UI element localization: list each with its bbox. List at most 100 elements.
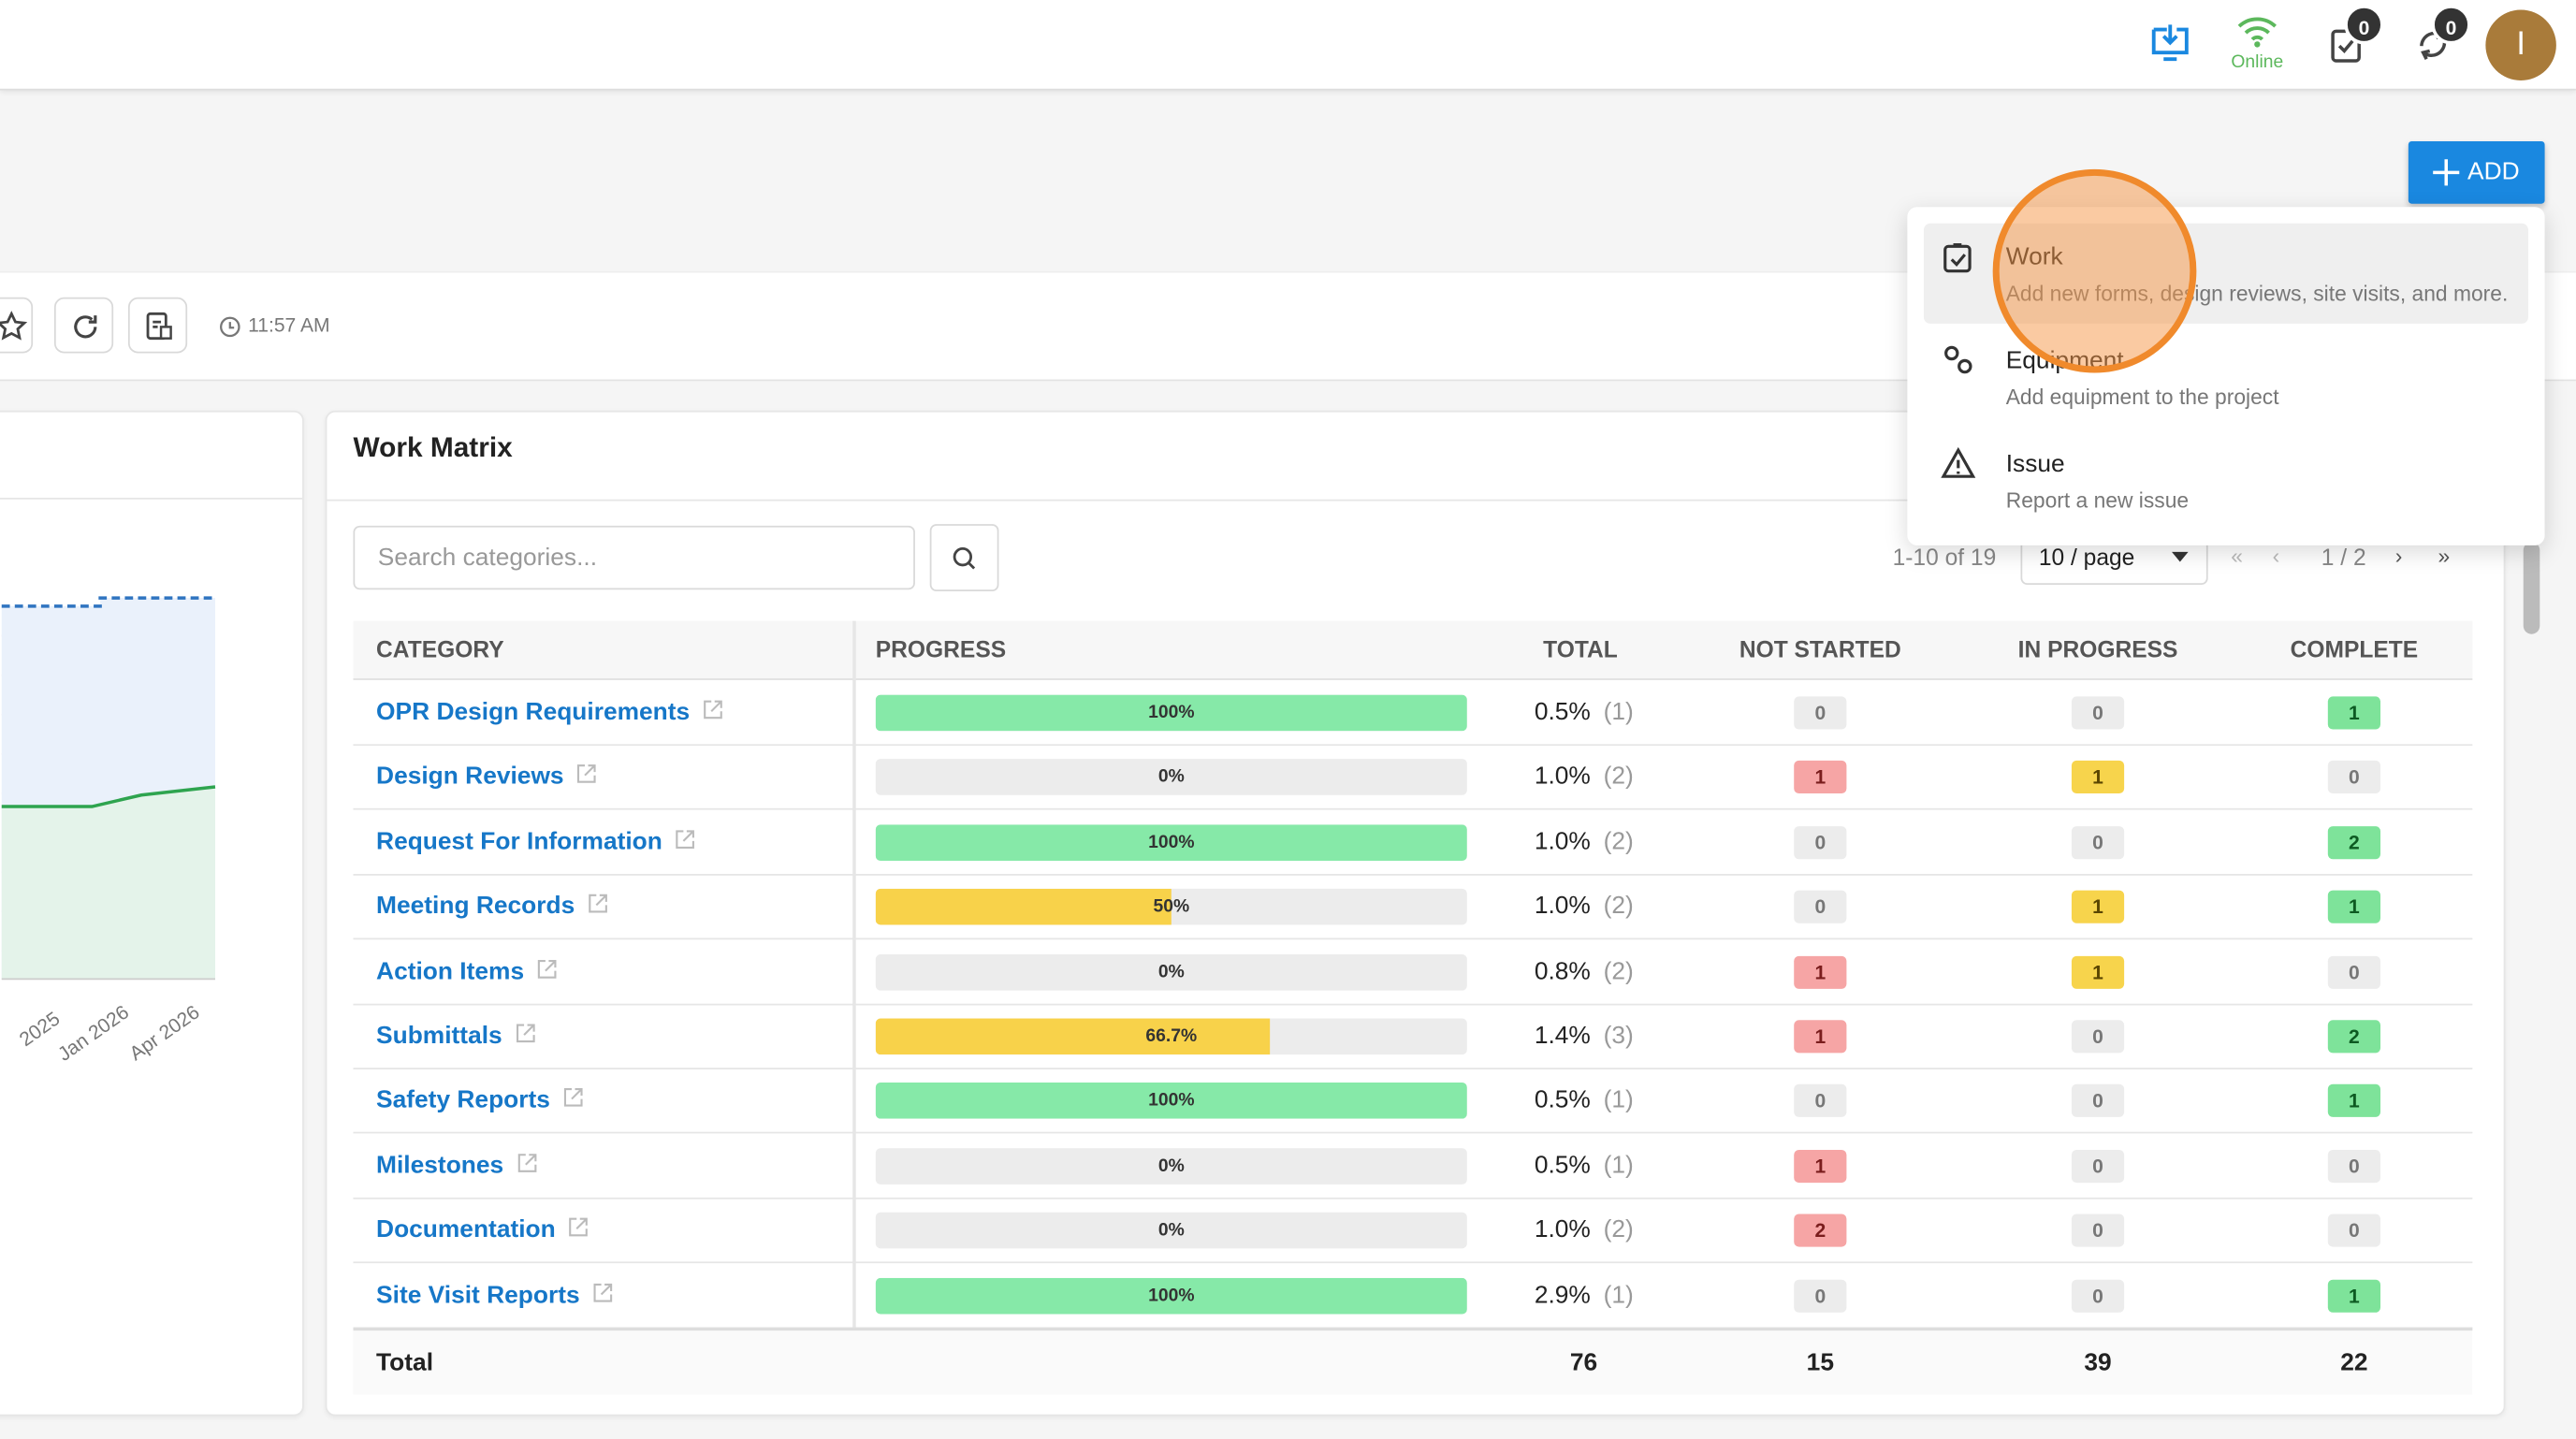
time-text: 11:57 AM: [248, 313, 330, 337]
progress-track: 50%: [875, 889, 1467, 925]
category-link[interactable]: Meeting Records: [376, 874, 609, 938]
refresh-icon: [74, 315, 97, 339]
total-percent: 1.4%: [1534, 1022, 1591, 1050]
external-link-icon[interactable]: [674, 828, 697, 851]
total-count: (2): [1603, 1215, 1634, 1244]
table-row: Action Items 0% 0.8% (2) 1 1 0: [353, 939, 2473, 1005]
progress-label: 0%: [1157, 767, 1185, 788]
count-badge: 1: [2327, 696, 2381, 730]
external-link-icon[interactable]: [515, 1151, 538, 1174]
column-header: COMPLETE: [2290, 635, 2419, 662]
count-badge: 0: [2071, 1020, 2125, 1054]
progress-label: 50%: [1153, 896, 1190, 918]
pager-next[interactable]: › »: [2394, 544, 2451, 569]
count-badge: 0: [2327, 955, 2381, 989]
total-count: (1): [1603, 698, 1634, 727]
actual-area: [1, 786, 215, 980]
menu-item-issue[interactable]: Issue Report a new issue: [1924, 430, 2528, 531]
add-button[interactable]: ADD: [2408, 140, 2545, 204]
count-badge: 0: [2071, 696, 2125, 730]
planned-line: [1, 596, 215, 608]
column-header: CATEGORY: [376, 635, 504, 662]
wifi-icon: [2237, 17, 2277, 48]
progress-label: 100%: [1148, 832, 1195, 852]
category-link[interactable]: Safety Reports: [376, 1068, 585, 1132]
category-link[interactable]: Request For Information: [376, 809, 697, 873]
count-badge: 0: [2327, 761, 2381, 794]
report-button[interactable]: [127, 297, 188, 354]
menu-title: Issue: [2005, 450, 2065, 478]
external-link-icon[interactable]: [561, 1086, 585, 1110]
table-row: Design Reviews 0% 1.0% (2) 1 1 0: [353, 745, 2473, 811]
category-link[interactable]: Submittals: [376, 1004, 537, 1068]
left-chart-card: 2025 Jan 2026 Apr 2026: [0, 410, 304, 1417]
caret: [2172, 551, 2189, 562]
pager-first[interactable]: « ‹: [2231, 544, 2280, 569]
total-percent: 0.8%: [1534, 956, 1591, 985]
category-link[interactable]: Design Reviews: [376, 745, 598, 808]
favorite-button[interactable]: [0, 297, 34, 354]
column-divider: [852, 620, 856, 1393]
external-link-icon[interactable]: [535, 957, 559, 981]
count-badge: 1: [2071, 955, 2125, 989]
progress-track: 66.7%: [875, 1018, 1467, 1055]
external-link-icon[interactable]: [587, 893, 610, 916]
count-badge: 1: [2327, 1084, 2381, 1118]
count-badge: 1: [2327, 890, 2381, 924]
external-link-icon[interactable]: [567, 1216, 590, 1240]
search-button[interactable]: [929, 524, 999, 592]
menu-item-equipment[interactable]: Equipment Add equipment to the project: [1924, 327, 2528, 427]
count-badge: 2: [2327, 825, 2381, 859]
plus-icon: [2433, 159, 2460, 186]
table-row: Safety Reports 100% 0.5% (1) 0 0 1: [353, 1068, 2473, 1135]
report-icon: [146, 312, 172, 341]
category-link[interactable]: OPR Design Requirements: [376, 680, 724, 744]
category-link[interactable]: Site Visit Reports: [376, 1262, 614, 1326]
external-link-icon[interactable]: [575, 763, 599, 786]
count-badge: 0: [2327, 1214, 2381, 1247]
table-row: Site Visit Reports 100% 2.9% (1) 0 0 1: [353, 1262, 2473, 1329]
total-percent: 2.9%: [1534, 1280, 1591, 1309]
count-badge: 1: [1794, 761, 1847, 794]
avatar[interactable]: I: [2485, 9, 2556, 81]
scrollbar[interactable]: [2523, 542, 2540, 634]
category-link[interactable]: Documentation: [376, 1198, 590, 1261]
external-link-icon[interactable]: [514, 1022, 537, 1045]
sync-badge: 0: [2431, 5, 2471, 45]
category-link[interactable]: Milestones: [376, 1133, 538, 1197]
progress-track: 100%: [875, 1083, 1467, 1120]
count-badge: 0: [2071, 1214, 2125, 1247]
progress-fill: [875, 1018, 1271, 1055]
progress-track: 100%: [875, 1277, 1467, 1314]
total-count: (2): [1603, 763, 1634, 792]
count-badge: 2: [2327, 1020, 2381, 1054]
progress-label: 100%: [1148, 703, 1195, 723]
count-badge: 0: [1794, 825, 1847, 859]
progress-track: 100%: [875, 824, 1467, 861]
external-link-icon[interactable]: [701, 698, 724, 721]
total-count: (1): [1603, 1151, 1634, 1180]
clock-icon: [220, 316, 240, 338]
count-badge: 0: [2071, 1278, 2125, 1313]
refresh-button[interactable]: [53, 297, 114, 354]
menu-description: Add equipment to the project: [2005, 384, 2279, 410]
progress-label: 66.7%: [1145, 1026, 1198, 1047]
count-badge: 0: [1794, 890, 1847, 924]
progress-label: 0%: [1157, 962, 1185, 982]
total-percent: 0.5%: [1534, 1086, 1591, 1115]
column-header: NOT STARTED: [1739, 635, 1901, 662]
category-link[interactable]: Action Items: [376, 939, 559, 1003]
progress-fill: [875, 1277, 1467, 1314]
search-input[interactable]: Search categories...: [353, 525, 915, 590]
count-badge: 0: [1794, 1084, 1847, 1118]
count-badge: 1: [1794, 1149, 1847, 1183]
progress-fill: [875, 824, 1467, 861]
count-badge: 1: [1794, 1020, 1847, 1054]
count-badge: 1: [2071, 890, 2125, 924]
actual-line: [1, 785, 216, 808]
download-icon[interactable]: [2146, 20, 2195, 69]
total-percent: 1.0%: [1534, 892, 1591, 921]
external-link-icon[interactable]: [591, 1281, 615, 1304]
table-row: Documentation 0% 1.0% (2) 2 0 0: [353, 1198, 2473, 1264]
sync-icon[interactable]: [2411, 23, 2454, 66]
